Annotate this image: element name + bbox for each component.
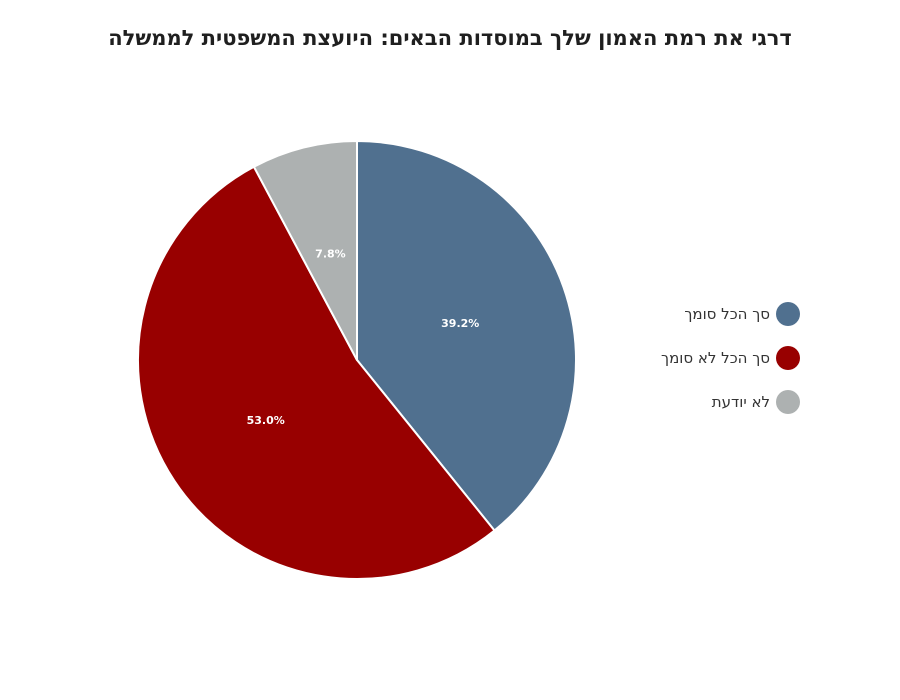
legend-item-3: לא יודעת (712, 388, 800, 416)
legend-swatch-2 (776, 346, 800, 370)
legend-swatch-1 (776, 302, 800, 326)
pie-slice-1 (356, 140, 577, 532)
chart-title: דרגי את רמת האמון שלך במוסדות הבאים: היו… (108, 26, 792, 50)
legend-swatch-3 (776, 390, 800, 414)
pie-slice-2 (137, 165, 496, 580)
legend-label-2: סך הכל לא סומך (661, 349, 770, 367)
legend-item-1: סך הכל סומך (684, 300, 800, 328)
legend-item-2: סך הכל לא סומך (661, 344, 800, 372)
slice-value-label-2: 53.0% (247, 414, 285, 427)
slice-value-label-1: 39.2% (441, 317, 479, 330)
legend-label-1: סך הכל סומך (684, 305, 770, 323)
slice-value-label-3: 7.8% (315, 247, 346, 260)
pie-slice-3 (252, 140, 358, 361)
legend-label-3: לא יודעת (711, 393, 770, 411)
